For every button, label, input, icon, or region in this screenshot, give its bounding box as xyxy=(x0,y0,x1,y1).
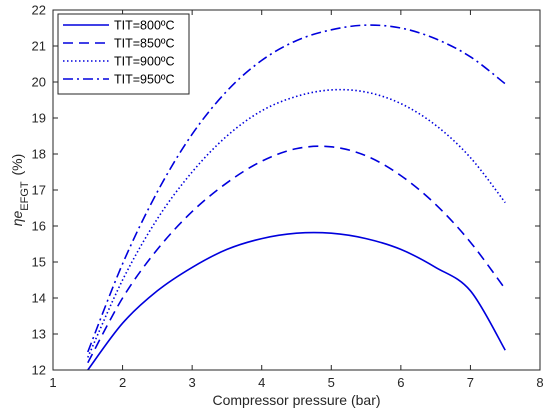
y-axis-ticks: 12 13 14 15 16 17 18 19 20 21 22 xyxy=(32,3,540,378)
legend-label-4: TIT=950ºC xyxy=(114,73,175,87)
x-tick-label: 5 xyxy=(328,375,335,390)
legend-label-1: TIT=800ºC xyxy=(114,19,175,33)
y-axis-label-subscript: EFGT xyxy=(19,181,31,211)
x-tick-label: 1 xyxy=(49,375,56,390)
y-tick-label: 18 xyxy=(32,147,46,162)
x-tick-label: 8 xyxy=(536,375,543,390)
y-tick-label: 21 xyxy=(32,39,46,54)
x-tick-label: 7 xyxy=(467,375,474,390)
legend-label-3: TIT=900ºC xyxy=(114,55,175,69)
series-line-4 xyxy=(87,24,506,353)
y-tick-label: 16 xyxy=(32,219,46,234)
y-tick-label: 14 xyxy=(32,291,46,306)
series-layer xyxy=(87,24,506,371)
series-line-2 xyxy=(87,145,506,364)
plot-frame xyxy=(52,9,541,371)
series-line-1 xyxy=(87,231,506,371)
y-tick-label: 20 xyxy=(32,75,46,90)
x-tick-label: 3 xyxy=(189,375,196,390)
series-line-3 xyxy=(87,88,506,358)
y-axis-label-unit: (%) xyxy=(9,154,25,180)
legend-box xyxy=(57,13,190,95)
legend-items: TIT=800ºC TIT=850ºC TIT=900ºC TIT=950ºC xyxy=(63,19,175,87)
x-tick-label: 2 xyxy=(119,375,126,390)
y-axis-label: ηeEFGT (%) xyxy=(9,154,31,227)
y-axis-label-main: ηe xyxy=(9,211,25,227)
x-axis-label: Compressor pressure (bar) xyxy=(212,392,380,408)
y-tick-label: 19 xyxy=(32,111,46,126)
legend-label-2: TIT=850ºC xyxy=(114,37,175,51)
y-tick-label: 17 xyxy=(32,183,46,198)
x-tick-label: 6 xyxy=(397,375,404,390)
legend: TIT=800ºC TIT=850ºC TIT=900ºC TIT=950ºC xyxy=(57,13,190,95)
y-tick-label: 12 xyxy=(32,363,46,378)
y-tick-label: 22 xyxy=(32,3,46,18)
y-tick-label: 15 xyxy=(32,255,46,270)
y-tick-label: 13 xyxy=(32,327,46,342)
x-tick-label: 4 xyxy=(258,375,265,390)
